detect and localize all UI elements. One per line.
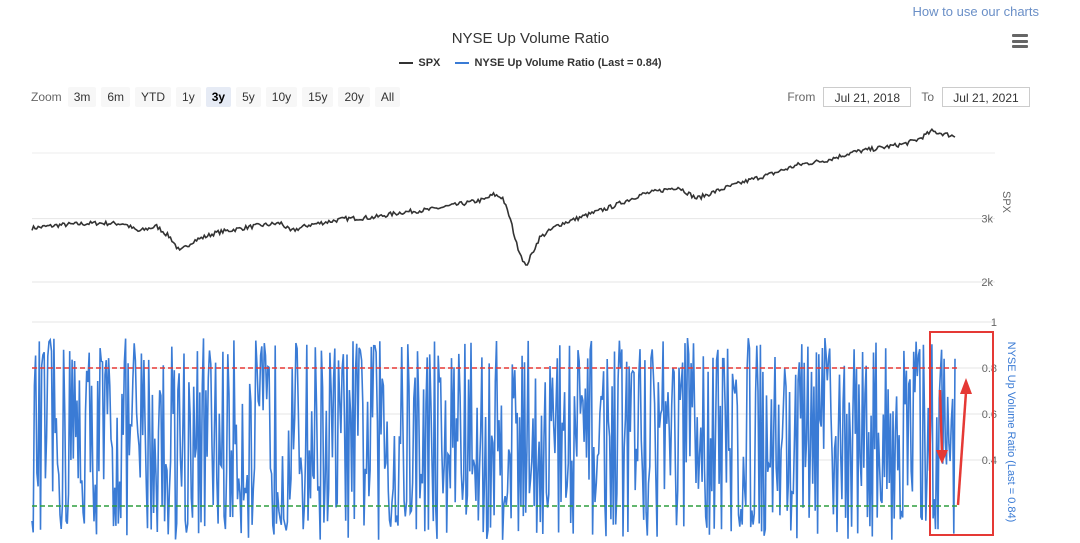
how-to-use-link[interactable]: How to use our charts xyxy=(912,4,1039,19)
zoom-button-ytd[interactable]: YTD xyxy=(135,87,172,107)
zoom-button-15y[interactable]: 15y xyxy=(302,87,334,107)
ratio-series-line xyxy=(31,337,956,540)
legend-swatch-spx xyxy=(399,62,414,65)
annotation-box xyxy=(929,331,994,536)
legend-swatch-ratio xyxy=(455,62,470,65)
spx-axis-title: SPX xyxy=(1000,191,1012,214)
to-date-input[interactable]: Jul 21, 2021 xyxy=(942,87,1030,107)
zoom-button-6m[interactable]: 6m xyxy=(101,87,131,107)
zoom-button-20y[interactable]: 20y xyxy=(338,87,370,107)
spx-series-line xyxy=(31,128,956,266)
legend-label-ratio: NYSE Up Volume Ratio (Last = 0.84) xyxy=(474,57,662,69)
spx-tick-label: 2k xyxy=(981,277,993,289)
zoom-button-10y[interactable]: 10y xyxy=(265,87,298,107)
ratio-tick-label: 0.8 xyxy=(982,363,997,375)
legend-item-ratio[interactable]: NYSE Up Volume Ratio (Last = 0.84) xyxy=(455,57,662,69)
zoom-button-3m[interactable]: 3m xyxy=(67,87,97,107)
from-label: From xyxy=(787,90,816,104)
date-range: From Jul 21, 2018 To Jul 21, 2021 xyxy=(787,87,1030,107)
legend-item-spx[interactable]: SPX xyxy=(399,57,440,69)
from-date-input[interactable]: Jul 21, 2018 xyxy=(823,87,912,107)
zoom-button-1y[interactable]: 1y xyxy=(176,87,201,107)
ratio-axis-title: NYSE Up Volume Ratio (Last = 0.84) xyxy=(1005,342,1017,523)
zoom-controls: Zoom 3m 6m YTD 1y 3y 5y 10y 15y 20y All xyxy=(31,87,405,107)
zoom-button-3y[interactable]: 3y xyxy=(205,87,232,107)
spx-tick-label: 3k xyxy=(981,214,993,226)
annotation-arrow-down xyxy=(938,389,944,456)
to-label: To xyxy=(921,90,934,104)
annotation-arrowhead-up xyxy=(960,378,972,394)
ratio-tick-label: 0.6 xyxy=(982,409,997,421)
annotation-arrow-up xyxy=(956,391,968,506)
chart-title: NYSE Up Volume Ratio xyxy=(451,30,610,47)
legend-label-spx: SPX xyxy=(418,57,441,69)
ratio-tick-label: 0.4 xyxy=(982,455,997,467)
ratio-tick-label: 1 xyxy=(991,317,997,329)
annotation-arrowhead-down xyxy=(936,450,948,464)
legend: SPX NYSE Up Volume Ratio (Last = 0.84) xyxy=(0,57,1061,69)
zoom-button-5y[interactable]: 5y xyxy=(236,87,261,107)
zoom-label: Zoom xyxy=(31,90,62,104)
zoom-button-all[interactable]: All xyxy=(374,87,401,107)
menu-icon[interactable] xyxy=(1012,34,1028,48)
